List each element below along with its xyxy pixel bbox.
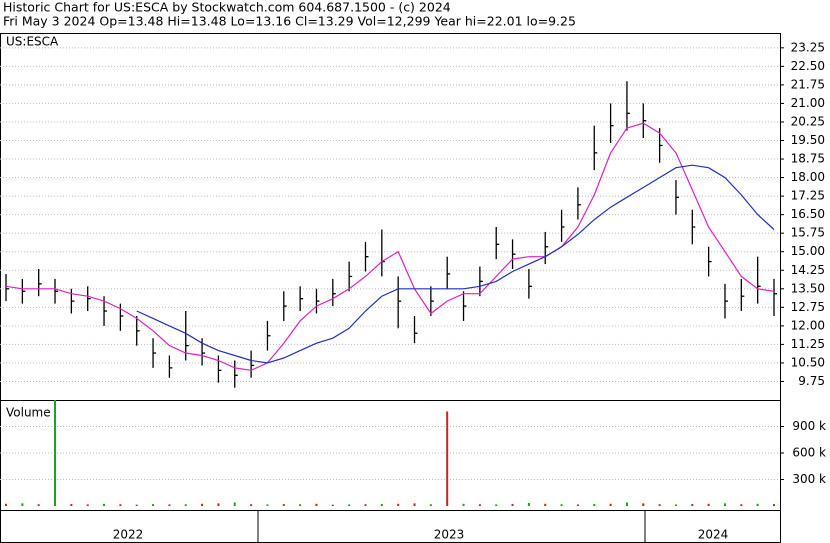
volume-bar <box>119 504 122 506</box>
volume-bar <box>576 504 579 506</box>
volume-bar <box>495 504 498 506</box>
volume-bar <box>723 503 726 506</box>
volume-bar <box>266 504 269 506</box>
volume-bar <box>380 504 383 506</box>
volume-bar <box>5 503 7 506</box>
y-tick-label: 20.25 <box>791 114 825 128</box>
volume-bar <box>642 503 645 506</box>
y-tick-label: 19.50 <box>791 133 825 147</box>
volume-bar <box>168 504 171 506</box>
volume-bar <box>250 504 253 506</box>
volume-bar <box>707 503 710 506</box>
volume-bar <box>184 504 187 506</box>
volume-bar <box>70 504 73 506</box>
y-tick-label: 18.00 <box>791 170 825 184</box>
volume-bar <box>86 504 89 506</box>
y-tick-label: 13.50 <box>791 281 825 295</box>
volume-bar <box>233 502 236 506</box>
volume-bar <box>299 504 302 506</box>
chart-subtitle: Fri May 3 2024 Op=13.48 Hi=13.48 Lo=13.1… <box>3 14 576 29</box>
volume-bar <box>609 503 612 506</box>
y-tick-label: 17.25 <box>791 189 825 203</box>
volume-bar <box>54 400 57 506</box>
volume-label: Volume <box>6 406 51 420</box>
x-tick-label: 2024 <box>698 528 729 542</box>
volume-bar <box>593 504 596 506</box>
volume-bar <box>282 504 285 506</box>
volume-bar <box>740 504 743 506</box>
y-tick-label: 22.50 <box>791 59 825 73</box>
y-tick-label: 600 k <box>792 446 826 460</box>
volume-bar <box>348 504 351 506</box>
y-tick-label: 15.00 <box>791 244 825 258</box>
volume-bar <box>103 503 106 506</box>
chart-title: Historic Chart for US:ESCA by Stockwatch… <box>3 0 451 15</box>
y-tick-label: 21.00 <box>791 96 825 110</box>
y-tick-label: 11.25 <box>791 337 825 351</box>
y-tick-label: 12.00 <box>791 318 825 332</box>
volume-bar <box>21 503 24 506</box>
y-tick-label: 10.50 <box>791 355 825 369</box>
volume-bar <box>446 411 449 506</box>
symbol-label: US:ESCA <box>6 35 59 49</box>
volume-bar <box>674 504 677 506</box>
volume-bar <box>331 504 334 506</box>
volume-bar <box>364 504 367 506</box>
volume-bar <box>429 504 432 506</box>
volume-bar <box>560 504 563 506</box>
volume-bar <box>625 502 628 506</box>
y-tick-label: 16.50 <box>791 207 825 221</box>
volume-bar <box>511 504 514 506</box>
y-tick-label: 14.25 <box>791 263 825 277</box>
volume-bar <box>315 503 318 506</box>
moving-average <box>136 164 775 364</box>
y-tick-label: 23.25 <box>791 40 825 54</box>
y-tick-label: 18.75 <box>791 152 825 166</box>
y-tick-label: 15.75 <box>791 226 825 240</box>
x-tick-label: 2023 <box>434 528 465 542</box>
y-tick-label: 21.75 <box>791 77 825 91</box>
volume-bar <box>773 504 775 506</box>
volume-bar <box>135 504 138 506</box>
volume-bar <box>658 504 661 506</box>
volume-bar <box>462 503 465 506</box>
volume-bar <box>397 503 400 506</box>
volume-bar <box>201 503 204 506</box>
volume-bar <box>527 502 530 506</box>
moving-average <box>5 122 775 371</box>
volume-bar <box>544 503 547 506</box>
y-tick-label: 9.75 <box>798 374 825 388</box>
y-tick-label: 12.75 <box>791 300 825 314</box>
y-tick-label: 900 k <box>792 419 826 433</box>
volume-bar <box>152 504 155 506</box>
y-tick-label: 300 k <box>792 472 826 486</box>
volume-bar <box>217 503 220 506</box>
volume-bar <box>37 504 40 506</box>
volume-bar <box>478 504 481 506</box>
volume-bar <box>756 503 759 506</box>
volume-bar <box>413 503 416 506</box>
volume-bar <box>691 504 694 506</box>
x-tick-label: 2022 <box>113 528 144 542</box>
